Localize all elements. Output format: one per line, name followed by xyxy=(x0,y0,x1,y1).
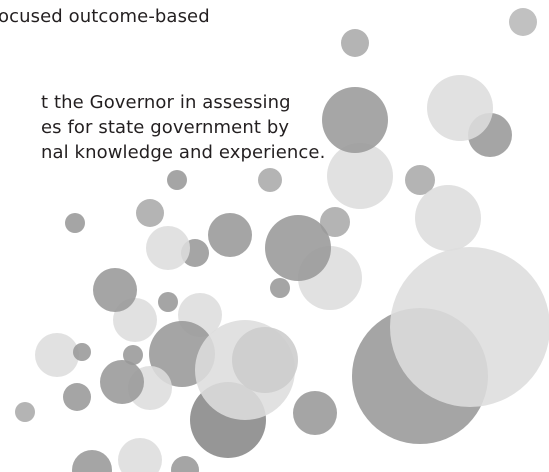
text-line: nal knowledge and experience. xyxy=(41,142,325,163)
text-line: ocused outcome-based xyxy=(0,6,210,27)
decorative-circles xyxy=(0,0,549,472)
text-line: es for state government by xyxy=(41,117,289,138)
page: ocused outcome-based t the Governor in a… xyxy=(0,0,549,472)
text-line: t the Governor in assessing xyxy=(41,92,291,113)
